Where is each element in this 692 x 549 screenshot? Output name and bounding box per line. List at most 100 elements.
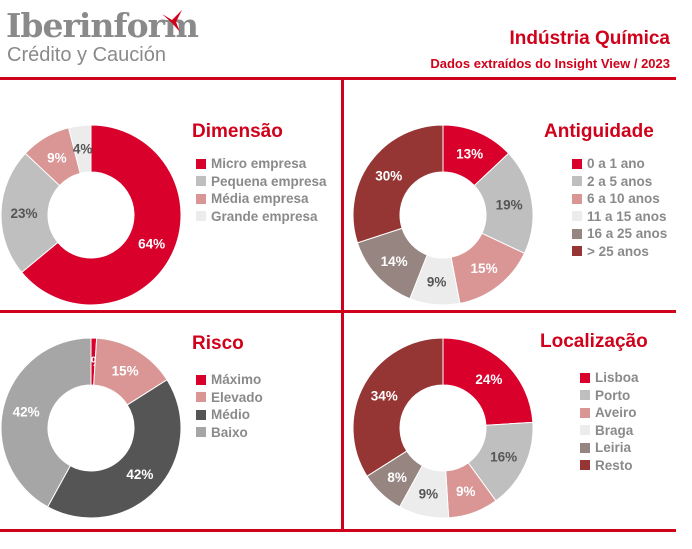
legend-swatch xyxy=(580,442,590,453)
chart-title: Risco xyxy=(192,333,244,354)
donut-antiguidade: 13% 19% 15% 9% 14% 30% xyxy=(352,124,534,306)
chart-title: Antiguidade xyxy=(544,121,654,142)
slice-baixo xyxy=(0,337,92,508)
logo-text: Iberinform xyxy=(6,6,199,45)
legend-label: Médio xyxy=(211,407,250,423)
legend-item: Aveiro xyxy=(580,404,639,422)
donut-localizacao: 24% 16% 9% 9% 8% 34% xyxy=(352,337,534,519)
logo-mark-icon xyxy=(162,10,182,32)
data-label: 16% xyxy=(490,450,517,465)
legend-swatch xyxy=(572,158,582,169)
page-title: Indústria Química xyxy=(509,28,670,49)
legend: Máximo Elevado Médio Baixo xyxy=(196,371,263,441)
legend-swatch xyxy=(196,176,206,187)
legend-label: Pequena empresa xyxy=(211,173,327,189)
data-label: 8% xyxy=(387,470,407,485)
legend-item: 2 a 5 anos xyxy=(572,173,667,191)
vertical-divider xyxy=(341,78,344,532)
data-label: 15% xyxy=(112,363,139,378)
legend-label: Porto xyxy=(595,387,631,403)
legend-swatch xyxy=(196,427,206,438)
legend-swatch xyxy=(572,211,582,222)
legend-label: 16 a 25 anos xyxy=(587,226,668,242)
legend-swatch xyxy=(580,425,590,436)
slice-resto xyxy=(352,337,444,477)
data-label: 42% xyxy=(126,467,153,482)
data-label: 9% xyxy=(427,275,447,290)
legend-item: Médio xyxy=(196,406,263,424)
middle-divider xyxy=(0,310,676,313)
data-label: 13% xyxy=(456,147,483,162)
legend-swatch xyxy=(196,392,206,403)
legend-swatch xyxy=(580,390,590,401)
slice-lisboa xyxy=(442,337,534,426)
chart-title: Localização xyxy=(540,331,648,352)
legend-item: Leiria xyxy=(580,439,639,457)
header-divider xyxy=(0,77,676,80)
legend-swatch xyxy=(196,409,206,420)
logo-subtitle: Crédito y Caución xyxy=(7,44,166,66)
data-label: 9% xyxy=(419,486,439,501)
data-label: 14% xyxy=(381,254,408,269)
legend-item: Média empresa xyxy=(196,190,327,208)
legend-label: Braga xyxy=(595,422,634,438)
legend-label: 11 a 15 anos xyxy=(587,208,667,224)
chart-antiguidade: 13% 19% 15% 9% 14% 30% Antiguidade 0 a 1 ano 2 a… xyxy=(344,81,686,311)
legend-label: 0 a 1 ano xyxy=(587,156,645,172)
legend-label: 2 a 5 anos xyxy=(587,173,653,189)
legend-swatch xyxy=(572,176,582,187)
legend-item: 11 a 15 anos xyxy=(572,208,667,226)
data-label: 15% xyxy=(471,261,498,276)
legend-swatch xyxy=(196,158,206,169)
legend-label: Leiria xyxy=(595,440,632,456)
legend-swatch xyxy=(196,374,206,385)
legend-swatch xyxy=(580,372,590,383)
legend-item: Máximo xyxy=(196,371,263,389)
legend-swatch xyxy=(196,193,206,204)
legend-swatch xyxy=(580,460,590,471)
legend-swatch xyxy=(196,211,206,222)
legend-swatch xyxy=(572,193,582,204)
legend-label: 6 a 10 anos xyxy=(587,191,660,207)
legend-label: Grande empresa xyxy=(211,208,318,224)
donut-risco: 1%15%42%42% xyxy=(0,337,182,519)
page-subtitle: Dados extraídos do Insight View / 2023 xyxy=(430,56,670,71)
legend-label: Resto xyxy=(595,457,633,473)
bottom-divider xyxy=(0,529,676,532)
legend-item: Porto xyxy=(580,387,639,405)
legend-item: 6 a 10 anos xyxy=(572,190,667,208)
data-label: 4% xyxy=(73,142,93,157)
legend-label: Máximo xyxy=(211,372,262,388)
data-label: 19% xyxy=(496,198,523,213)
legend-item: Braga xyxy=(580,422,639,440)
data-label: 24% xyxy=(475,372,502,387)
chart-dimensao: 64% 23% 9% 4% Dimensão Micro empresa Pequena e… xyxy=(0,81,342,311)
chart-title: Dimensão xyxy=(192,121,283,142)
slice-m-dio xyxy=(46,379,182,519)
legend-label: Elevado xyxy=(211,389,263,405)
chart-localizacao: 24% 16% 9% 9% 8% 34% Localização Lisboa Porto Ave… xyxy=(344,313,686,543)
legend-label: Aveiro xyxy=(595,405,637,421)
legend-swatch xyxy=(580,407,590,418)
donut-dimensao: 64% 23% 9% 4% xyxy=(0,124,182,306)
legend: 0 a 1 ano 2 a 5 anos 6 a 10 anos 11 a 15 an… xyxy=(572,155,667,260)
legend-label: Baixo xyxy=(211,424,248,440)
legend: Micro empresa Pequena empresa Média empres… xyxy=(196,155,327,225)
data-label: 23% xyxy=(11,206,38,221)
chart-risco: 1% 15% 42% 42% Risco Máximo Elevado Médio Baixo xyxy=(0,313,342,543)
legend-label: > 25 anos xyxy=(587,243,649,259)
legend-item: Baixo xyxy=(196,424,263,442)
legend-item: 16 a 25 anos xyxy=(572,225,667,243)
data-label: 42% xyxy=(13,404,40,419)
legend-item: 0 a 1 ano xyxy=(572,155,667,173)
legend: Lisboa Porto Aveiro Braga Leiria Resto xyxy=(580,369,639,474)
legend-label: Micro empresa xyxy=(211,156,307,172)
slice--25-anos xyxy=(352,124,444,244)
legend-item: > 25 anos xyxy=(572,243,667,261)
legend-item: Micro empresa xyxy=(196,155,327,173)
data-label: 64% xyxy=(138,237,165,252)
legend-swatch xyxy=(572,228,582,239)
data-label: 30% xyxy=(375,169,402,184)
slice-grande-empresa xyxy=(68,124,92,174)
legend-label: Lisboa xyxy=(595,370,639,386)
